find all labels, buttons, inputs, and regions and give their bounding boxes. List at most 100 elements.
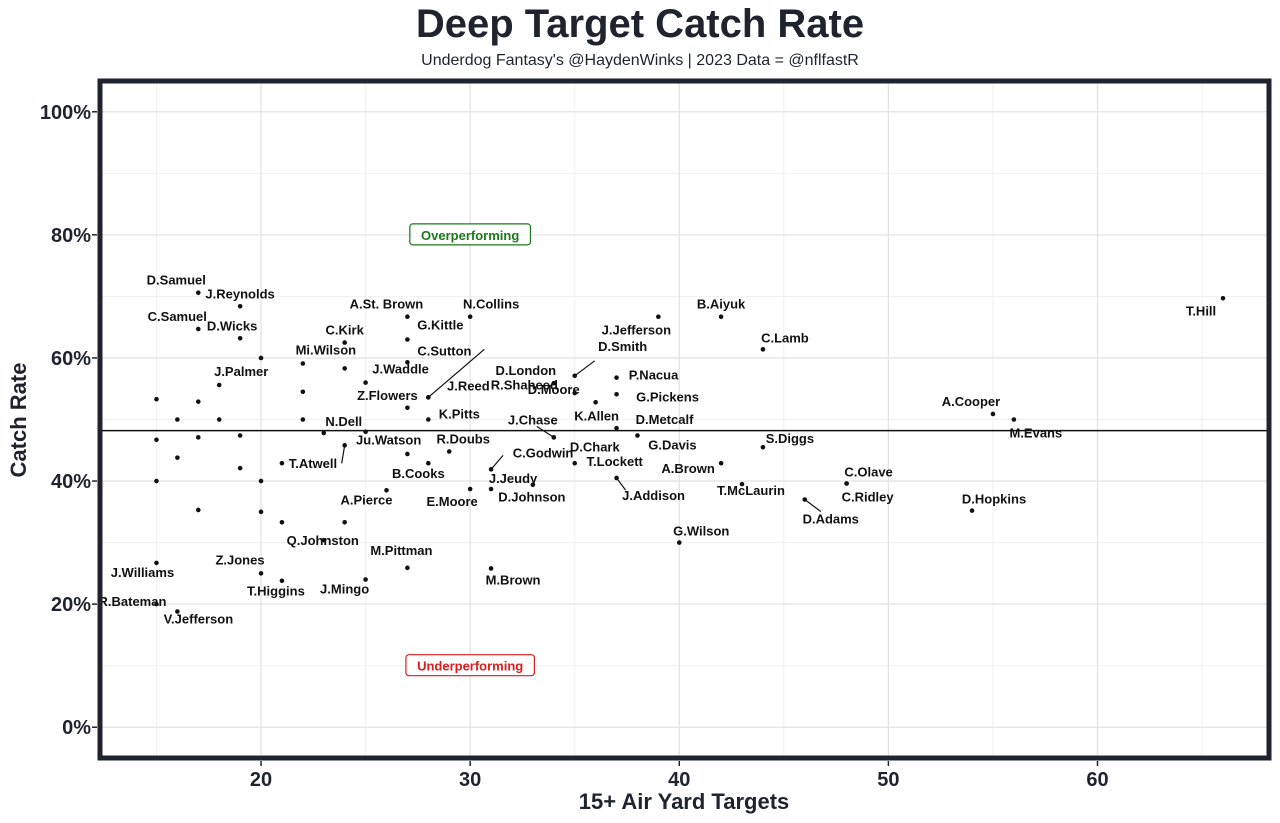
data-point [990, 411, 996, 417]
data-point [258, 355, 264, 361]
data-point [321, 537, 327, 543]
x-tick-label: 50 [877, 769, 899, 791]
point-label: M.Pittman [370, 543, 432, 558]
data-point [593, 399, 598, 405]
annotation-label: Overperforming [421, 228, 519, 243]
y-tick-label: 20% [51, 594, 91, 616]
data-point [656, 314, 661, 320]
data-point [676, 540, 682, 545]
data-point [426, 460, 431, 466]
point-label: J.Reed [447, 378, 490, 393]
chart-title: Deep Target Catch Rate [415, 2, 865, 46]
point-label: C.Lamb [761, 330, 809, 345]
point-label: Mi.Wilson [296, 342, 357, 357]
label-leader-line [490, 454, 504, 470]
point-label: A.Pierce [340, 492, 392, 507]
data-point [614, 391, 619, 397]
data-point [342, 366, 347, 371]
plot-frame [97, 78, 1272, 761]
point-label: D.Chark [570, 439, 621, 454]
data-point [237, 303, 243, 309]
point-label: C.Kirk [326, 323, 365, 338]
data-point [154, 478, 159, 484]
point-label: S.Diggs [766, 431, 814, 446]
data-point [154, 396, 159, 402]
data-point [718, 314, 724, 320]
point-label: D.Wicks [207, 318, 257, 333]
point-label: K.Pitts [439, 407, 480, 422]
data-point [405, 405, 410, 411]
point-label: D.Hopkins [962, 492, 1026, 507]
point-label: T.Lockett [587, 454, 644, 469]
data-point [216, 417, 222, 422]
point-label: D.Samuel [147, 273, 206, 288]
data-point [300, 417, 306, 422]
data-points [154, 290, 1226, 614]
point-label: A.Brown [661, 461, 715, 476]
y-tick-label: 60% [51, 348, 91, 370]
point-label: D.Adams [803, 512, 859, 527]
point-label: A.Cooper [942, 394, 1001, 409]
point-label: V.Jefferson [164, 612, 234, 627]
point-label: Q.Johnston [287, 533, 359, 548]
point-label: B.Aiyuk [697, 297, 746, 312]
data-point [363, 380, 368, 385]
data-point [551, 380, 557, 386]
data-point [384, 487, 389, 493]
data-point [154, 601, 159, 607]
data-point [488, 566, 494, 571]
annotation-label: Underperforming [417, 659, 523, 674]
data-point [237, 433, 243, 438]
point-label: N.Collins [463, 297, 519, 312]
point-label: C.Olave [844, 465, 892, 480]
data-point [237, 465, 243, 471]
point-label: R.Shaheed [491, 377, 558, 392]
x-tick-label: 40 [668, 769, 690, 791]
point-label: D.Moore [528, 382, 580, 397]
data-point [342, 340, 347, 345]
data-point [258, 509, 264, 515]
point-label: G.Wilson [673, 524, 729, 539]
annotation-box [405, 654, 535, 677]
point-label: T.Higgins [247, 584, 305, 599]
label-leaders [341, 348, 822, 512]
point-label: J.Reynolds [205, 286, 274, 301]
data-point [195, 326, 201, 332]
annotation-box [409, 223, 532, 246]
point-label: J.Jefferson [602, 323, 671, 338]
data-point [572, 390, 578, 396]
data-point [279, 460, 285, 466]
point-label: J.Addison [622, 488, 685, 503]
y-tick-label: 0% [62, 717, 91, 739]
y-axis-title: Catch Rate [6, 363, 31, 478]
data-point [175, 417, 180, 422]
data-point [216, 382, 222, 388]
y-axis-ticks: 0% 20% 40% 60% 80% 100% [40, 102, 97, 739]
point-label: G.Pickens [636, 389, 699, 404]
point-label: D.Smith [598, 339, 647, 354]
data-point [195, 399, 201, 404]
point-label: D.Metcalf [636, 412, 694, 427]
data-point [300, 361, 306, 366]
data-point [1011, 417, 1017, 422]
point-label: J.Jeudy [489, 471, 538, 486]
point-label: J.Mingo [320, 582, 369, 597]
data-point [405, 359, 410, 365]
data-point [279, 519, 285, 525]
data-point [614, 375, 619, 380]
data-point [279, 578, 285, 584]
point-label: J.Waddle [372, 362, 429, 377]
point-label: J.Chase [508, 412, 558, 427]
data-point [195, 435, 201, 440]
data-point [154, 437, 159, 443]
data-point [635, 433, 640, 438]
point-label: M.Evans [1009, 426, 1062, 441]
label-leader-line [616, 477, 627, 491]
point-label: T.Atwell [289, 456, 337, 471]
label-leader-line [427, 348, 485, 398]
y-tick-label: 100% [40, 102, 91, 124]
point-label: R.Doubs [437, 432, 490, 447]
data-point [760, 444, 766, 450]
data-point [258, 478, 264, 484]
point-label: G.Davis [648, 438, 696, 453]
